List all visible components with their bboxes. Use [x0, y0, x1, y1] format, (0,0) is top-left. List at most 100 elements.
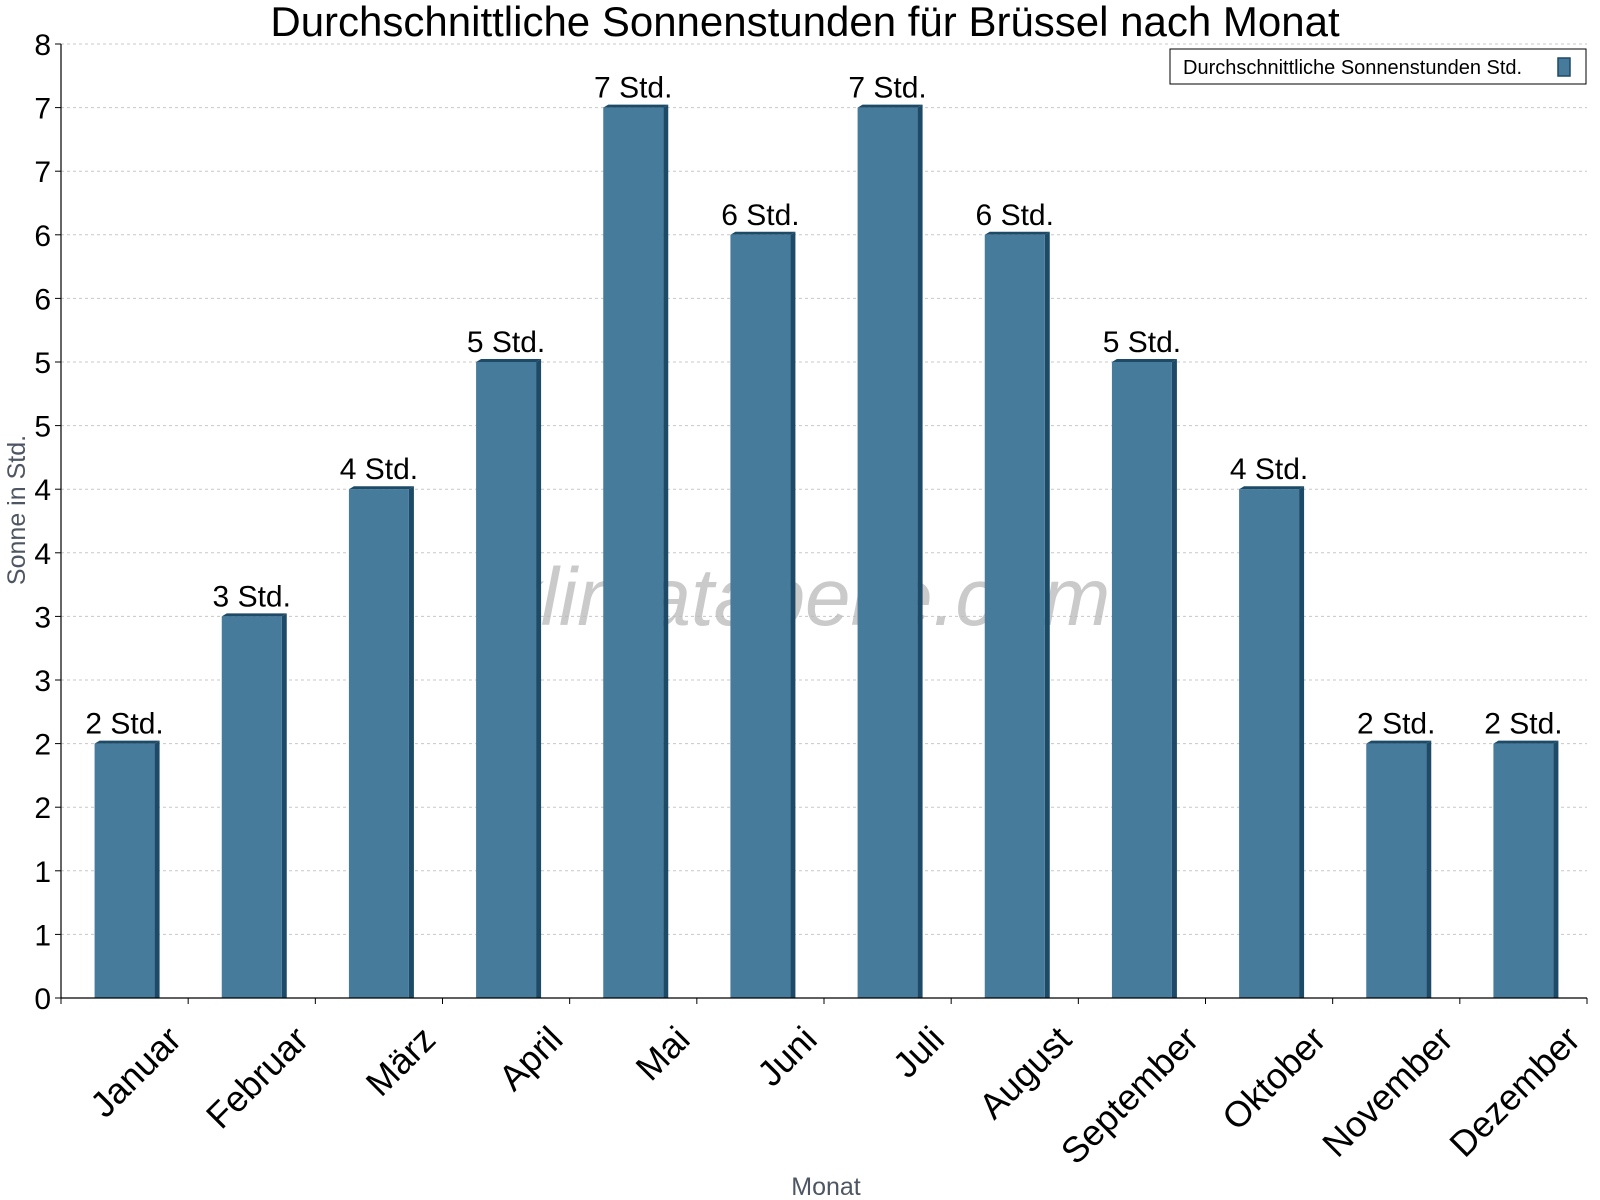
bar-märz — [348, 486, 414, 998]
bar-front — [348, 489, 409, 998]
data-label: 3 Std. — [213, 580, 291, 613]
bar-side — [281, 613, 287, 998]
data-label: 7 Std. — [594, 72, 672, 105]
bar-top — [1366, 740, 1432, 744]
data-label: 4 Std. — [340, 453, 418, 486]
y-tick-label: 4 — [34, 474, 51, 507]
data-labels: 2 Std. 3 Std. 4 Std. 5 Std. 7 Std. 6 Std. 7 St… — [85, 72, 1562, 741]
x-tick-label: November — [1314, 1018, 1460, 1164]
y-tick-label: 2 — [34, 729, 51, 762]
x-tick-label: Juli — [885, 1018, 952, 1085]
y-tick-label: 5 — [34, 347, 51, 380]
data-label: 6 Std. — [721, 199, 799, 232]
x-tick-label: September — [1053, 1018, 1207, 1172]
legend-label: Durchschnittliche Sonnenstunden Std. — [1183, 57, 1522, 79]
bar-front — [1111, 362, 1172, 998]
bar-top — [857, 104, 923, 108]
y-tick-label: 0 — [34, 983, 51, 1016]
bar-top — [984, 231, 1050, 235]
bar-side — [917, 104, 923, 999]
x-axis-ticks: Januar Februar März April Mai Juni Juli AugustS… — [60, 998, 1588, 1172]
legend-box — [1169, 48, 1587, 85]
bar-side — [1426, 740, 1432, 998]
legend: Durchschnittliche Sonnenstunden Std. — [1169, 48, 1587, 85]
bar-dezember — [1493, 740, 1559, 998]
bar-juli — [857, 104, 923, 999]
bar-front — [857, 107, 918, 999]
bar-top — [1493, 740, 1559, 744]
y-tick-label: 6 — [34, 283, 51, 316]
data-label: 7 Std. — [848, 72, 926, 105]
data-label: 5 Std. — [467, 326, 545, 359]
y-tick-label: 7 — [34, 156, 51, 189]
y-axis-title: Sonne in Std. — [3, 435, 31, 585]
data-label: 4 Std. — [1230, 453, 1308, 486]
bar-side — [1553, 740, 1559, 998]
bar-front — [1239, 489, 1300, 998]
y-tick-label: 1 — [34, 856, 51, 889]
y-axis-ticks: 0 1 1 2 2 3 3 4 4 5 5 6 6 7 7 8 — [34, 29, 61, 1016]
y-tick-label: 2 — [34, 792, 51, 825]
y-tick-label: 4 — [34, 538, 51, 571]
data-label: 2 Std. — [85, 708, 163, 741]
bar-top — [603, 104, 669, 108]
x-tick-label: Oktober — [1214, 1018, 1334, 1138]
y-tick-label: 1 — [34, 919, 51, 952]
bar-top — [730, 231, 796, 235]
bar-april — [476, 359, 542, 998]
bar-front — [1493, 743, 1554, 998]
bar-oktober — [1239, 486, 1305, 998]
y-tick-label: 8 — [34, 29, 51, 62]
legend-swatch — [1557, 57, 1571, 77]
bar-top — [348, 486, 414, 490]
bar-front — [730, 234, 791, 999]
x-axis-title: Monat — [791, 1173, 861, 1200]
x-tick-label: Januar — [82, 1018, 189, 1125]
data-label: 5 Std. — [1103, 326, 1181, 359]
bar-side — [408, 486, 414, 998]
bar-november — [1366, 740, 1432, 998]
bar-front — [476, 362, 537, 998]
bar-juni — [730, 231, 796, 999]
bar-front — [603, 107, 664, 999]
bar-front — [221, 616, 282, 998]
bar-januar — [94, 740, 160, 998]
bar-side — [536, 359, 542, 998]
data-label: 2 Std. — [1484, 708, 1562, 741]
bar-september — [1111, 359, 1177, 998]
data-label: 2 Std. — [1357, 708, 1435, 741]
chart-title: Durchschnittliche Sonnenstunden für Brüs… — [270, 0, 1340, 45]
bar-front — [1366, 743, 1427, 998]
bar-top — [221, 613, 287, 617]
x-tick-label: Mai — [628, 1018, 698, 1088]
x-tick-label: Februar — [198, 1018, 316, 1136]
bar-side — [790, 231, 796, 999]
bar-side — [1044, 231, 1050, 999]
bar-side — [154, 740, 160, 998]
y-tick-label: 3 — [34, 601, 51, 634]
y-tick-label: 7 — [34, 93, 51, 126]
x-tick-label: März — [358, 1018, 444, 1104]
y-tick-label: 6 — [34, 220, 51, 253]
grid-lines — [61, 43, 1587, 935]
x-tick-label: August — [971, 1018, 1079, 1126]
bar-top — [94, 740, 160, 744]
y-tick-label: 3 — [34, 665, 51, 698]
bar-august — [984, 231, 1050, 999]
y-tick-label: 5 — [34, 411, 51, 444]
bar-top — [476, 359, 542, 362]
bar-februar — [221, 613, 287, 998]
x-tick-label: Dezember — [1441, 1018, 1587, 1164]
bar-top — [1239, 486, 1305, 490]
bar-mai — [603, 104, 669, 999]
bar-side — [1171, 359, 1177, 998]
bar-side — [1299, 486, 1305, 998]
x-tick-label: Juni — [749, 1018, 825, 1094]
bar-top — [1111, 359, 1177, 362]
bar-front — [94, 743, 155, 998]
x-tick-label: April — [490, 1018, 570, 1098]
data-label: 6 Std. — [976, 199, 1054, 232]
axes — [60, 44, 1587, 999]
bar-side — [663, 104, 669, 999]
